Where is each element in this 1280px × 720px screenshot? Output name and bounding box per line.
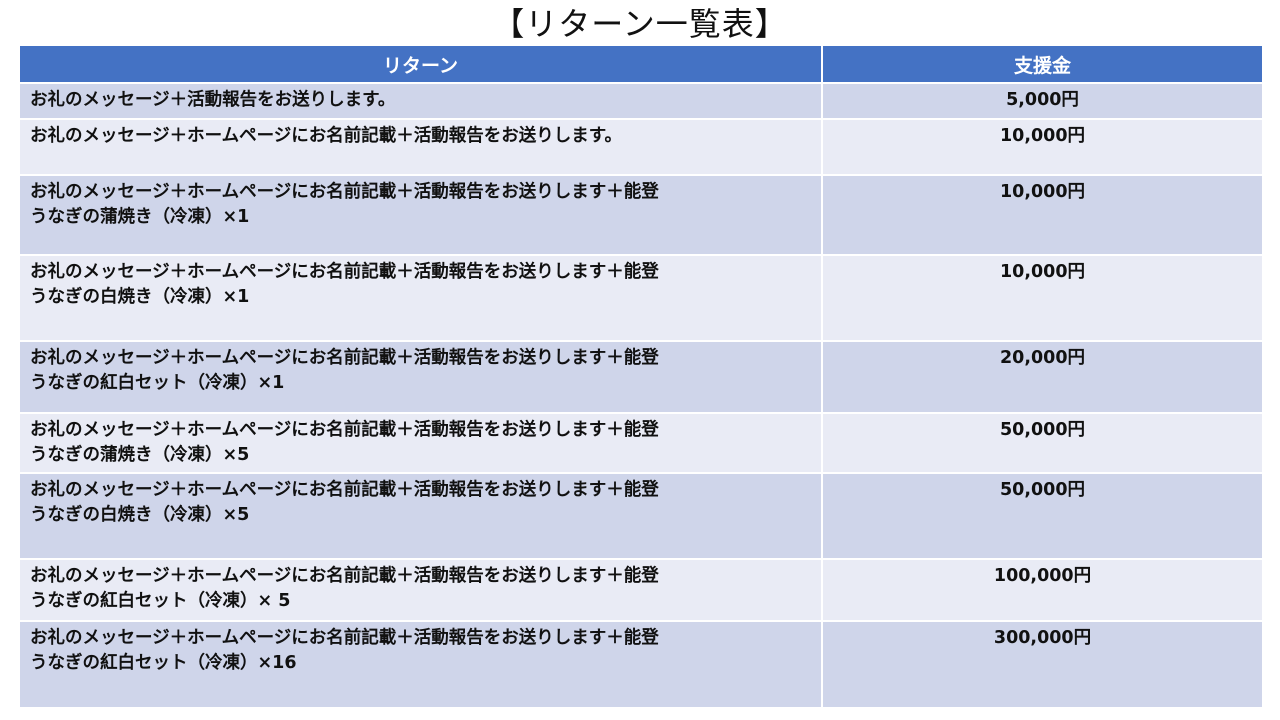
amount-cell: 10,000円	[822, 118, 1262, 175]
return-cell: お礼のメッセージ＋ホームページにお名前記載＋活動報告をお送りします＋能登 うなぎの…	[20, 620, 823, 707]
return-line-1: お礼のメッセージ＋活動報告をお送りします。	[30, 90, 396, 110]
table-row: お礼のメッセージ＋ホームページにお名前記載＋活動報告をお送りします＋能登 うなぎの…	[20, 620, 1262, 707]
return-line-2: うなぎの紅白セット（冷凍）×1	[30, 373, 285, 393]
amount-cell: 10,000円	[822, 254, 1262, 341]
table-row: お礼のメッセージ＋ホームページにお名前記載＋活動報告をお送りします＋能登 うなぎの…	[20, 174, 1262, 255]
return-line-1: お礼のメッセージ＋ホームページにお名前記載＋活動報告をお送りします＋能登	[30, 566, 659, 586]
header-amount: 支援金	[822, 46, 1262, 83]
amount-cell: 10,000円	[822, 174, 1262, 255]
return-cell: お礼のメッセージ＋ホームページにお名前記載＋活動報告をお送りします＋能登 うなぎの…	[20, 254, 823, 341]
return-line-2: うなぎの紅白セット（冷凍）× 5	[30, 591, 291, 611]
page-title: 【リターン一覧表】	[492, 5, 788, 43]
return-cell: お礼のメッセージ＋ホームページにお名前記載＋活動報告をお送りします＋能登 うなぎの…	[20, 340, 823, 413]
return-line-2: うなぎの白焼き（冷凍）×5	[30, 505, 250, 525]
return-cell: お礼のメッセージ＋ホームページにお名前記載＋活動報告をお送りします＋能登 うなぎの…	[20, 174, 823, 255]
return-line-1: お礼のメッセージ＋ホームページにお名前記載＋活動報告をお送りします。	[30, 126, 623, 146]
return-line-2: うなぎの蒲焼き（冷凍）×5	[30, 445, 250, 465]
amount-cell: 100,000円	[822, 558, 1262, 621]
return-line-1: お礼のメッセージ＋ホームページにお名前記載＋活動報告をお送りします＋能登	[30, 628, 659, 648]
table-header-row: リターン 支援金	[20, 46, 1262, 83]
return-line-1: お礼のメッセージ＋ホームページにお名前記載＋活動報告をお送りします＋能登	[30, 182, 659, 202]
table-row: お礼のメッセージ＋ホームページにお名前記載＋活動報告をお送りします＋能登 うなぎの…	[20, 558, 1262, 621]
return-line-2: うなぎの蒲焼き（冷凍）×1	[30, 207, 250, 227]
return-cell: お礼のメッセージ＋活動報告をお送りします。	[20, 82, 823, 119]
return-line-2: うなぎの紅白セット（冷凍）×16	[30, 653, 297, 673]
amount-cell: 5,000円	[822, 82, 1262, 119]
amount-cell: 50,000円	[822, 412, 1262, 473]
table-row: お礼のメッセージ＋ホームページにお名前記載＋活動報告をお送りします＋能登 うなぎの…	[20, 412, 1262, 473]
table-row: お礼のメッセージ＋ホームページにお名前記載＋活動報告をお送りします。 10,00…	[20, 118, 1262, 175]
return-cell: お礼のメッセージ＋ホームページにお名前記載＋活動報告をお送りします。	[20, 118, 823, 175]
header-return: リターン	[20, 46, 823, 83]
amount-cell: 300,000円	[822, 620, 1262, 707]
return-cell: お礼のメッセージ＋ホームページにお名前記載＋活動報告をお送りします＋能登 うなぎの…	[20, 472, 823, 559]
table-row: お礼のメッセージ＋ホームページにお名前記載＋活動報告をお送りします＋能登 うなぎの…	[20, 340, 1262, 413]
table-row: お礼のメッセージ＋ホームページにお名前記載＋活動報告をお送りします＋能登 うなぎの…	[20, 254, 1262, 341]
return-cell: お礼のメッセージ＋ホームページにお名前記載＋活動報告をお送りします＋能登 うなぎの…	[20, 412, 823, 473]
return-line-1: お礼のメッセージ＋ホームページにお名前記載＋活動報告をお送りします＋能登	[30, 480, 659, 500]
table-row: お礼のメッセージ＋ホームページにお名前記載＋活動報告をお送りします＋能登 うなぎの…	[20, 472, 1262, 559]
return-table: リターン 支援金 お礼のメッセージ＋活動報告をお送りします。 5,000円 お礼…	[20, 46, 1262, 707]
return-line-2: うなぎの白焼き（冷凍）×1	[30, 287, 250, 307]
amount-cell: 20,000円	[822, 340, 1262, 413]
return-line-1: お礼のメッセージ＋ホームページにお名前記載＋活動報告をお送りします＋能登	[30, 348, 659, 368]
return-line-1: お礼のメッセージ＋ホームページにお名前記載＋活動報告をお送りします＋能登	[30, 420, 659, 440]
amount-cell: 50,000円	[822, 472, 1262, 559]
return-line-1: お礼のメッセージ＋ホームページにお名前記載＋活動報告をお送りします＋能登	[30, 262, 659, 282]
return-cell: お礼のメッセージ＋ホームページにお名前記載＋活動報告をお送りします＋能登 うなぎの…	[20, 558, 823, 621]
table-row: お礼のメッセージ＋活動報告をお送りします。 5,000円	[20, 82, 1262, 119]
